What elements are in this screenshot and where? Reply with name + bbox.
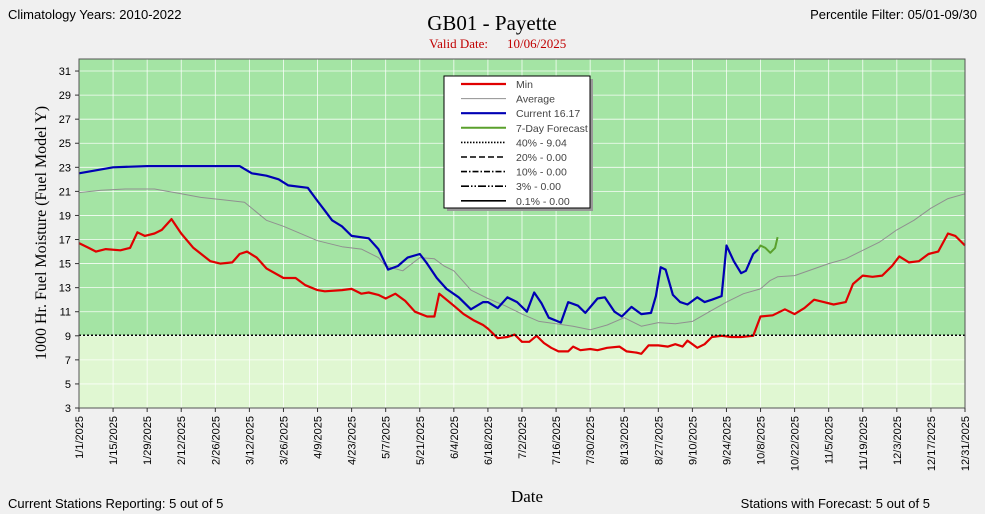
y-tick-label: 19 [59, 210, 71, 222]
y-tick-label: 7 [65, 355, 71, 367]
x-tick-label: 9/24/2025 [721, 416, 733, 465]
x-tick-label: 1/1/2025 [74, 416, 86, 459]
y-tick-label: 5 [65, 379, 71, 391]
legend-label: Min [516, 79, 533, 91]
x-axis-label: Date [511, 487, 543, 506]
legend: Min Average Current 16.17 7-Day Forecast 40%… [443, 75, 593, 211]
x-tick-label: 5/7/2025 [381, 416, 393, 459]
legend-label: 10% - 0.00 [516, 167, 567, 179]
x-tick-label: 10/22/2025 [790, 416, 802, 471]
y-tick-label: 17 [59, 235, 71, 247]
y-tick-label: 13 [59, 283, 71, 295]
x-tick-label: 5/21/2025 [415, 416, 427, 465]
x-tick-label: 3/26/2025 [278, 416, 290, 465]
x-tick-label: 12/3/2025 [892, 416, 904, 465]
x-tick-label: 6/4/2025 [449, 416, 461, 459]
stations-reporting: Current Stations Reporting: 5 out of 5 [8, 496, 224, 511]
x-tick-label: 11/5/2025 [824, 416, 836, 464]
x-tick-label: 7/30/2025 [585, 416, 597, 465]
y-tick-label: 27 [59, 114, 71, 126]
y-tick-label: 3 [65, 403, 71, 415]
x-tick-label: 12/17/2025 [926, 416, 938, 471]
valid-date-value: 10/06/2025 [507, 36, 566, 51]
series-current-line [78, 165, 759, 324]
x-tick-label: 7/2/2025 [517, 416, 529, 459]
y-tick-label: 25 [59, 138, 71, 150]
y-axis-label: 1000 Hr. Fuel Moisture (Fuel Model Y) [33, 106, 50, 360]
y-axis: 3 5 7 9 11 13 15 17 19 21 23 25 27 29 31 [59, 66, 79, 415]
legend-label: 20% - 0.00 [516, 152, 567, 164]
y-tick-label: 15 [59, 259, 71, 271]
x-tick-label: 2/26/2025 [210, 416, 222, 465]
x-tick-label: 4/23/2025 [347, 416, 359, 465]
legend-label: 7-Day Forecast [516, 123, 588, 135]
chart-title: GB01 - Payette [427, 11, 556, 35]
legend-label: 40% - 9.04 [516, 137, 567, 149]
x-tick-label: 10/8/2025 [756, 416, 768, 465]
x-tick-label: 2/12/2025 [176, 416, 188, 465]
y-tick-label: 11 [60, 307, 71, 319]
stations-forecast: Stations with Forecast: 5 out of 5 [740, 496, 930, 511]
x-tick-label: 8/27/2025 [653, 416, 665, 465]
percentile-filter: Percentile Filter: 05/01-09/30 [810, 7, 977, 22]
x-tick-label: 1/15/2025 [108, 416, 120, 465]
series-forecast-line [757, 236, 779, 254]
legend-label: Current 16.17 [516, 108, 580, 120]
series-average-line [78, 188, 966, 331]
climatology-years: Climatology Years: 2010-2022 [8, 7, 182, 22]
x-tick-label: 3/12/2025 [244, 416, 256, 465]
legend-label: Average [516, 94, 555, 106]
x-tick-label: 7/16/2025 [551, 416, 563, 465]
y-tick-label: 31 [59, 66, 71, 78]
y-tick-label: 9 [65, 331, 71, 343]
y-tick-label: 29 [59, 90, 71, 102]
x-tick-label: 9/10/2025 [687, 416, 699, 465]
legend-label: 0.1% - 0.00 [516, 196, 570, 208]
x-tick-label: 8/13/2025 [619, 416, 631, 465]
x-tick-label: 1/29/2025 [142, 416, 154, 465]
y-tick-label: 23 [59, 162, 71, 174]
x-tick-label: 11/19/2025 [858, 416, 870, 470]
x-axis: 1/1/2025 1/15/2025 1/29/2025 2/12/2025 2/26/… [74, 408, 972, 471]
x-tick-label: 4/9/2025 [313, 416, 325, 459]
x-tick-label: 12/31/2025 [960, 416, 972, 471]
x-tick-label: 6/18/2025 [483, 416, 495, 465]
valid-date-label: Valid Date: [429, 36, 488, 51]
legend-label: 3% - 0.00 [516, 181, 561, 193]
y-tick-label: 21 [59, 186, 71, 198]
